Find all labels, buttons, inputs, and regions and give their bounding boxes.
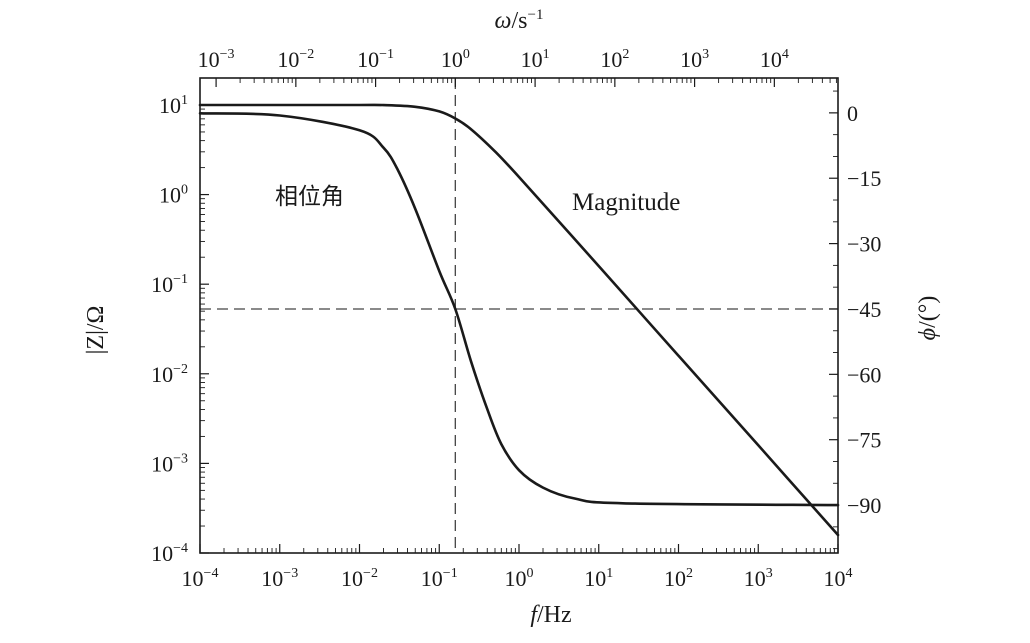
curves bbox=[198, 103, 840, 537]
y-tick-label: 101 bbox=[159, 93, 188, 118]
plot-frame bbox=[199, 77, 839, 554]
top-axis-title: ω/s−1 bbox=[495, 7, 544, 34]
x-axis-title: f/Hz bbox=[530, 602, 571, 628]
x-tick-label: 101 bbox=[584, 566, 613, 591]
x-tick-label: 103 bbox=[744, 566, 773, 591]
x2-tick-label: 103 bbox=[680, 47, 709, 72]
tick-labels: 10−4 10−3 10−2 10−1 100 101 102 103 104 10−3 10−2 1… bbox=[151, 47, 881, 591]
magnitude-curve bbox=[198, 103, 840, 537]
x-tick-label: 104 bbox=[824, 566, 853, 591]
phase-curve bbox=[198, 112, 840, 507]
x-tick-label: 10−4 bbox=[182, 566, 219, 591]
y2-tick-label: 0 bbox=[847, 101, 858, 126]
y2-tick-label: −75 bbox=[847, 428, 881, 453]
y2-tick-label: −60 bbox=[847, 362, 881, 387]
phase-curve-label: 相位角 bbox=[275, 184, 344, 210]
x-tick-label: 102 bbox=[664, 566, 693, 591]
x-tick-label: 10−3 bbox=[261, 566, 298, 591]
x2-tick-label: 104 bbox=[760, 47, 789, 72]
y2-tick-label: −30 bbox=[847, 232, 881, 257]
y2-tick-label: −45 bbox=[847, 297, 881, 322]
y2-tick-label: −90 bbox=[847, 493, 881, 518]
y2-tick-label: −15 bbox=[847, 166, 881, 191]
axis-ticks bbox=[199, 77, 839, 554]
x2-tick-label: 10−3 bbox=[198, 47, 235, 72]
x2-tick-label: 10−2 bbox=[277, 47, 314, 72]
x-tick-label: 10−2 bbox=[341, 566, 378, 591]
y-tick-label: 10−1 bbox=[151, 272, 188, 297]
x2-tick-label: 102 bbox=[600, 47, 629, 72]
x-tick-label: 10−1 bbox=[421, 566, 458, 591]
right-axis-title: ϕ/(°) bbox=[915, 296, 941, 341]
x2-tick-label: 100 bbox=[441, 47, 470, 72]
y-tick-label: 10−4 bbox=[151, 541, 188, 566]
y-tick-label: 10−2 bbox=[151, 362, 188, 387]
y-tick-label: 10−3 bbox=[151, 451, 188, 476]
x2-tick-label: 10−1 bbox=[357, 47, 394, 72]
y-tick-label: 100 bbox=[159, 183, 188, 208]
x2-tick-label: 101 bbox=[521, 47, 550, 72]
magnitude-curve-label: Magnitude bbox=[572, 189, 680, 216]
x-tick-label: 100 bbox=[505, 566, 534, 591]
y-axis-title: |Z|/Ω bbox=[83, 306, 109, 355]
guide-lines bbox=[200, 78, 838, 553]
